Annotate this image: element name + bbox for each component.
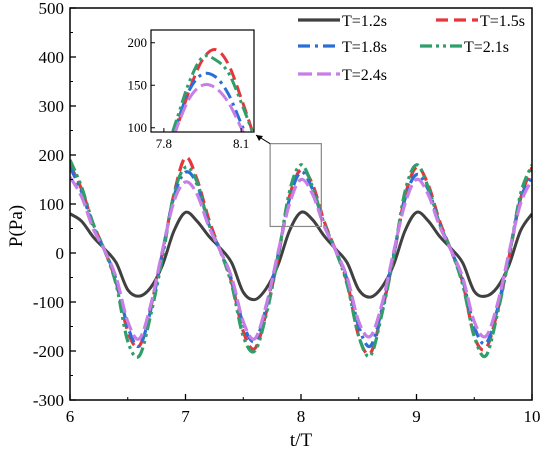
- x-tick-label: 8: [297, 407, 306, 426]
- series-line-3: [70, 166, 532, 349]
- inset-x-tick-label: 7.8: [156, 136, 172, 151]
- y-tick-label: 500: [39, 0, 65, 18]
- x-tick-label: 9: [412, 407, 421, 426]
- y-tick-label: 0: [56, 244, 65, 263]
- inset-lines: [170, 48, 254, 132]
- legend-label-3: T=1.8s: [342, 39, 387, 56]
- series-line-5: [70, 176, 532, 341]
- series-line-2: [70, 155, 532, 356]
- y-axis-label: P(Pa): [6, 205, 27, 247]
- y-tick-label: -200: [33, 342, 64, 361]
- inset-series-line-2: [173, 48, 254, 132]
- inset-frame: [150, 29, 255, 133]
- inset-series-line-4: [170, 54, 254, 132]
- inset-series-line-3: [172, 71, 247, 132]
- plot-frame: [69, 7, 533, 401]
- inset-y-tick-label: 100: [128, 120, 148, 135]
- inset-y-tick-label: 200: [128, 35, 148, 50]
- x-tick-label: 7: [181, 407, 190, 426]
- axes: 6 7 8 9 10 -300 -200 -100 0 100 200 300 400 500: [33, 0, 541, 426]
- inset-x-tick-label: 8.1: [233, 136, 249, 151]
- inset-plot: 100 150 200 7.8 8.1: [128, 29, 322, 228]
- x-tick-label: 6: [66, 407, 75, 426]
- y-tick-label: -100: [33, 293, 64, 312]
- legend: T=1.2s T=1.5s T=1.8s T=2.1s T=2.4s: [298, 13, 525, 84]
- legend-label-4: T=2.1s: [464, 39, 509, 56]
- legend-label-2: T=1.5s: [480, 13, 525, 30]
- x-axis-label: t/T: [290, 430, 313, 451]
- y-tick-label: -300: [33, 391, 64, 410]
- y-tick-label: 400: [39, 48, 65, 67]
- zoom-arrowhead: [256, 135, 263, 141]
- series-line-4: [70, 159, 532, 359]
- series-line-1: [70, 210, 532, 302]
- inset-y-tick-label: 150: [128, 77, 148, 92]
- y-tick-label: 100: [39, 195, 65, 214]
- zoom-region-box: [269, 143, 322, 228]
- x-tick-label: 10: [524, 407, 541, 426]
- legend-label-1: T=1.2s: [342, 13, 387, 30]
- y-tick-label: 300: [39, 97, 65, 116]
- legend-label-5: T=2.4s: [342, 67, 387, 84]
- series-lines: [70, 155, 532, 359]
- inset-series-line-5: [173, 83, 245, 132]
- y-tick-label: 200: [39, 146, 65, 165]
